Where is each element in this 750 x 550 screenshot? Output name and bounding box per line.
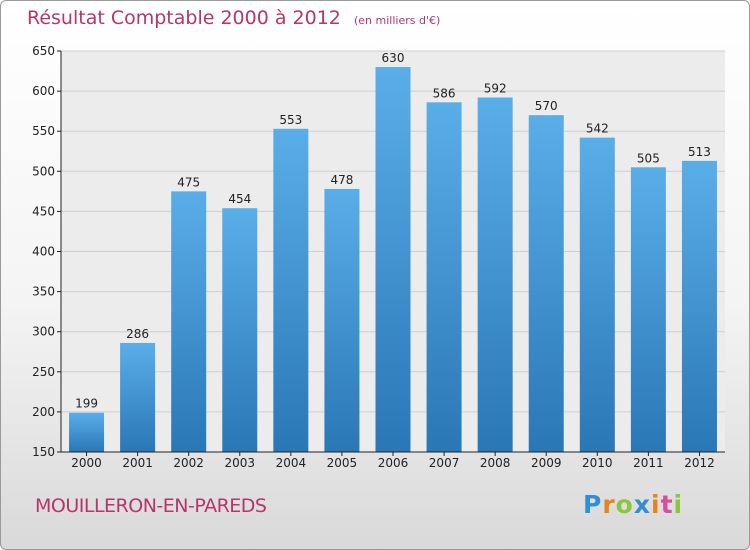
x-tick-label: 2002 xyxy=(173,456,204,470)
bar-2009 xyxy=(528,115,564,452)
logo-letter: P xyxy=(583,490,603,519)
x-tick-label: 2012 xyxy=(684,456,715,470)
y-tick-label: 300 xyxy=(32,325,55,339)
x-tick-label: 2008 xyxy=(480,456,511,470)
data-label-2009: 570 xyxy=(535,99,558,113)
logo-letter: x xyxy=(633,490,651,519)
x-tick-label: 2003 xyxy=(224,456,255,470)
y-tick-label: 450 xyxy=(32,204,55,218)
x-tick-label: 2010 xyxy=(582,456,613,470)
data-label-2011: 505 xyxy=(637,151,660,165)
bar-2010 xyxy=(579,137,615,452)
x-tick-label: 2000 xyxy=(71,456,102,470)
proxiti-logo: Proxiti xyxy=(583,490,683,519)
bar-2012 xyxy=(681,160,717,452)
labels-layer: 150 200 250 300 350 400 450 500 550 600 650 2000 199… xyxy=(32,44,715,470)
data-label-2006: 630 xyxy=(382,51,405,65)
data-label-2007: 586 xyxy=(433,86,456,100)
x-tick-label: 2006 xyxy=(378,456,409,470)
logo-letter: t xyxy=(660,490,674,519)
data-label-2010: 542 xyxy=(586,122,609,136)
logo-letter: o xyxy=(615,490,634,519)
bar-2007 xyxy=(426,102,462,452)
bar-2004 xyxy=(273,128,309,452)
y-tick-label: 500 xyxy=(32,164,55,178)
x-tick-label: 2005 xyxy=(327,456,358,470)
y-tick-label: 600 xyxy=(32,84,55,98)
data-label-2008: 592 xyxy=(484,82,507,96)
y-tick-label: 200 xyxy=(32,405,55,419)
data-label-2012: 513 xyxy=(688,145,711,159)
data-label-2005: 478 xyxy=(330,173,353,187)
bar-2008 xyxy=(477,97,513,453)
y-tick-label: 550 xyxy=(32,124,55,138)
x-tick-label: 2004 xyxy=(276,456,307,470)
chart-subtitle: (en milliers d'€) xyxy=(353,14,441,27)
logo-letter: i xyxy=(651,490,661,519)
chart-title: Résultat Comptable 2000 à 2012 xyxy=(27,7,341,29)
bar-2001 xyxy=(120,342,156,452)
logo-letter: r xyxy=(602,490,616,519)
bar-2000 xyxy=(69,412,105,452)
x-tick-label: 2011 xyxy=(633,456,664,470)
x-tick-label: 2001 xyxy=(122,456,153,470)
logo-letter: i xyxy=(673,490,684,519)
y-tick-label: 150 xyxy=(32,445,55,459)
y-tick-label: 350 xyxy=(32,285,55,299)
data-label-2003: 454 xyxy=(228,192,251,206)
data-label-2000: 199 xyxy=(75,397,98,411)
bar-2002 xyxy=(171,191,207,452)
bar-2006 xyxy=(375,67,411,452)
place-name: MOUILLERON-EN-PAREDS xyxy=(35,495,267,517)
bar-2011 xyxy=(630,167,666,453)
bar-2003 xyxy=(222,208,258,452)
data-label-2004: 553 xyxy=(279,113,302,127)
bars-layer xyxy=(69,67,717,453)
y-tick-label: 250 xyxy=(32,365,55,379)
data-label-2002: 475 xyxy=(177,175,200,189)
title-row: Résultat Comptable 2000 à 2012 (en milli… xyxy=(27,7,440,29)
y-tick-label: 650 xyxy=(32,44,55,58)
x-tick-label: 2007 xyxy=(429,456,460,470)
data-label-2001: 286 xyxy=(126,327,149,341)
bar-2005 xyxy=(324,188,360,452)
x-tick-label: 2009 xyxy=(531,456,562,470)
y-tick-label: 400 xyxy=(32,245,55,259)
